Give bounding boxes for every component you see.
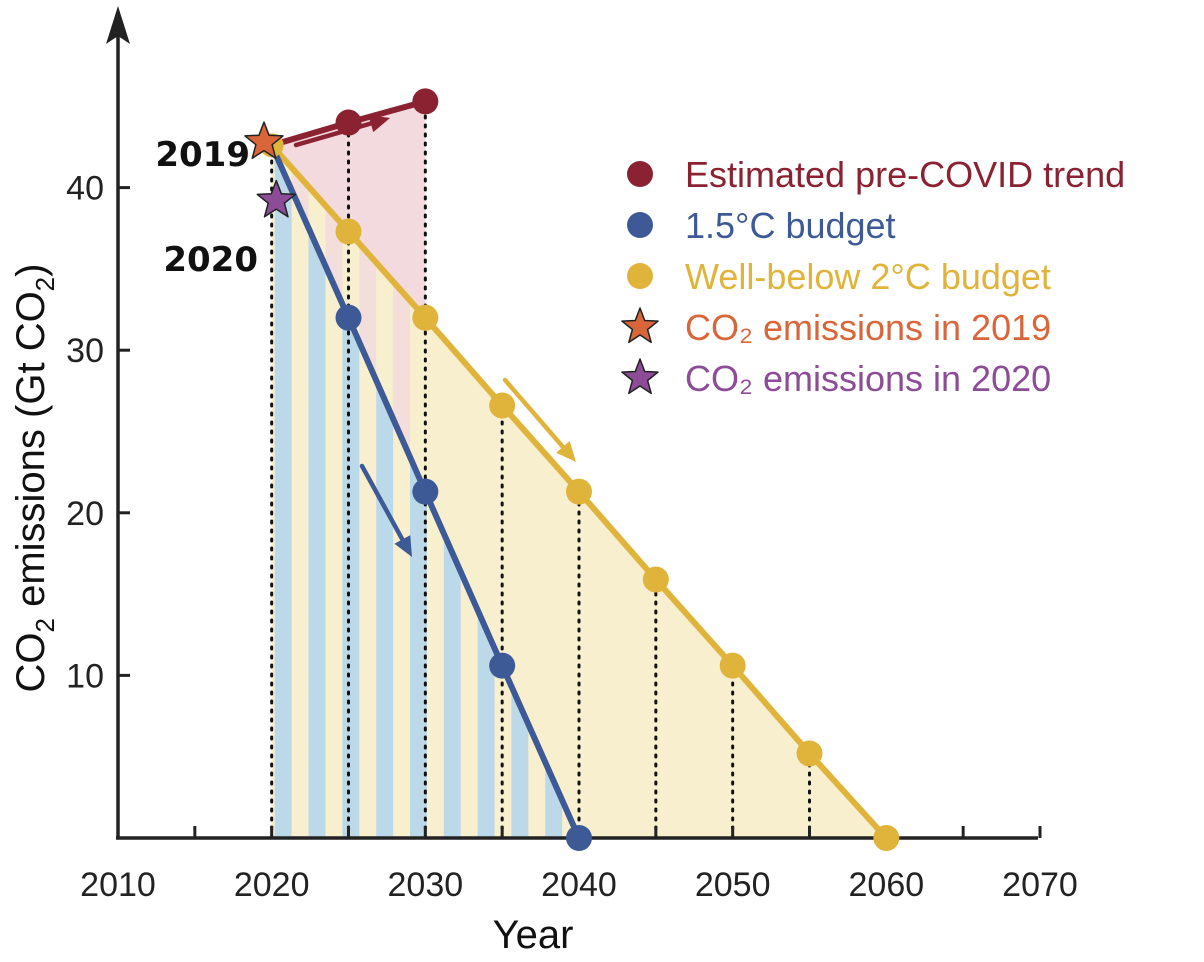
legend-item: Estimated pre-COVID trend <box>627 154 1125 195</box>
legend: Estimated pre-COVID trend 1.5°C budget Wel… <box>621 154 1125 399</box>
star-2019 <box>244 121 284 160</box>
x-tick-label: 2010 <box>80 866 156 904</box>
point-1p5c <box>335 304 362 331</box>
x-axis-title: Year <box>493 913 574 957</box>
legend-swatch <box>627 212 653 238</box>
x-tick-label: 2050 <box>695 866 771 904</box>
stripe-1p5c <box>443 533 461 838</box>
point-1p5c <box>566 825 592 851</box>
arrow-1p5c <box>359 463 412 557</box>
stripe-precovid <box>393 281 410 457</box>
point-2c <box>566 478 592 505</box>
point-2c <box>642 566 669 593</box>
x-tick-label: 2040 <box>541 866 617 904</box>
legend-label: CO₂ emissions in 2019 <box>685 307 1051 348</box>
x-tick-label: 2060 <box>849 866 925 904</box>
emission-markers: 2019 2020 <box>155 121 297 280</box>
arrow-2c <box>502 377 576 462</box>
stripe-1p5c <box>308 228 326 839</box>
stripe-1p5c <box>545 762 563 838</box>
legend-item: 1.5°C budget <box>627 205 896 246</box>
legend-star-swatch <box>621 358 659 395</box>
x-tick-label: 2020 <box>234 866 310 904</box>
y-tick-label: 40 <box>66 170 104 208</box>
x-tick-label: 2070 <box>1002 866 1078 904</box>
legend-label: 1.5°C budget <box>685 205 896 246</box>
point-2c <box>412 304 439 331</box>
legend-item: CO₂ emissions in 2020 <box>621 358 1051 399</box>
point-precovid <box>335 109 362 136</box>
stripe-1p5c <box>410 456 427 838</box>
y-tick-label: 20 <box>66 495 104 533</box>
legend-star-swatch <box>621 307 659 344</box>
legend-item: CO₂ emissions in 2019 <box>621 307 1051 348</box>
point-1p5c <box>412 478 439 505</box>
point-1p5c <box>489 652 516 679</box>
point-2c <box>719 652 746 679</box>
point-2c <box>489 392 516 419</box>
x-tick-label: 2030 <box>388 866 464 904</box>
legend-label: Well-below 2°C budget <box>685 256 1051 297</box>
point-2c <box>335 218 362 245</box>
point-2c <box>873 825 900 851</box>
label-2019: 2019 <box>155 135 250 175</box>
label-2020: 2020 <box>163 240 258 280</box>
legend-swatch <box>627 263 653 289</box>
y-tick-label: 30 <box>66 332 104 370</box>
stripe-1p5c <box>376 380 394 838</box>
fill-precovid-area <box>271 101 426 318</box>
legend-label: Estimated pre-COVID trend <box>685 154 1125 195</box>
y-axis-title: CO2 emissions (Gt CO2) <box>9 264 60 693</box>
stripe-1p5c <box>274 152 292 838</box>
star-2020 <box>256 179 297 218</box>
stripe-1p5c <box>511 686 529 838</box>
y-axis-arrowhead <box>106 6 130 44</box>
legend-swatch <box>627 161 653 187</box>
legend-label: CO₂ emissions in 2020 <box>685 358 1051 399</box>
series-points <box>259 88 900 851</box>
point-2c <box>796 740 823 767</box>
y-tick-label: 10 <box>66 657 104 695</box>
stripe-1p5c <box>342 303 360 838</box>
point-precovid <box>412 88 439 115</box>
legend-item: Well-below 2°C budget <box>627 256 1051 297</box>
